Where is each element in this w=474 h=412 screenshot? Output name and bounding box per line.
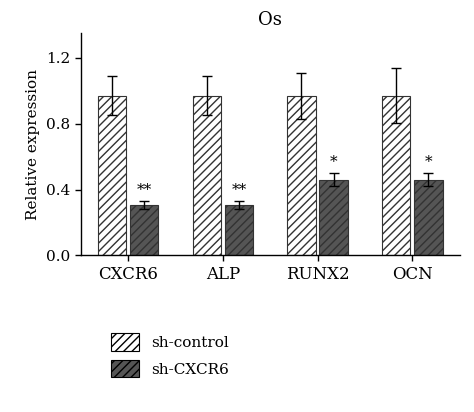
Bar — [192, 96, 221, 255]
Bar — [287, 96, 316, 255]
Text: **: ** — [137, 183, 152, 197]
Text: *: * — [330, 155, 337, 169]
Text: *: * — [425, 155, 432, 169]
Bar — [319, 180, 348, 255]
Bar — [130, 205, 158, 255]
Legend: sh-control, sh-CXCR6: sh-control, sh-CXCR6 — [103, 325, 236, 385]
Title: Os: Os — [258, 11, 282, 28]
Bar — [382, 96, 410, 255]
Bar — [225, 205, 253, 255]
Y-axis label: Relative expression: Relative expression — [27, 69, 40, 220]
Bar — [98, 96, 126, 255]
Text: **: ** — [231, 183, 246, 197]
Bar — [414, 180, 443, 255]
